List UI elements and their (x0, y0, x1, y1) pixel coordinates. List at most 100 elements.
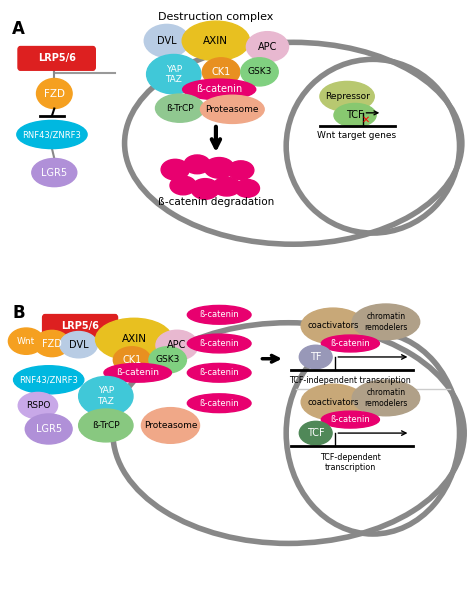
Ellipse shape (161, 160, 189, 180)
Text: TCF: TCF (307, 428, 325, 438)
Text: ß-catenin: ß-catenin (330, 339, 370, 348)
Text: TCF-dependent
transcription: TCF-dependent transcription (320, 453, 381, 472)
Text: Repressor: Repressor (325, 92, 370, 101)
Ellipse shape (202, 58, 240, 86)
Text: APC: APC (258, 42, 277, 51)
Text: ß-catenin: ß-catenin (200, 368, 239, 377)
Ellipse shape (32, 158, 77, 187)
Ellipse shape (155, 94, 204, 122)
Ellipse shape (96, 319, 173, 361)
Ellipse shape (204, 158, 234, 178)
Text: TCF-independent transcription: TCF-independent transcription (290, 376, 411, 385)
Text: YAP
TAZ: YAP TAZ (165, 64, 182, 84)
Text: ✕: ✕ (362, 115, 370, 125)
Text: LGR5: LGR5 (36, 424, 62, 434)
Ellipse shape (182, 21, 250, 60)
Text: DVL: DVL (157, 36, 176, 46)
Ellipse shape (144, 24, 189, 57)
Text: CK1: CK1 (211, 67, 231, 77)
Text: LRP5/6: LRP5/6 (61, 321, 99, 331)
Ellipse shape (228, 161, 254, 180)
Ellipse shape (321, 335, 379, 352)
Text: YAP
TAZ: YAP TAZ (97, 387, 114, 406)
Ellipse shape (213, 177, 241, 196)
Text: coactivators: coactivators (307, 322, 359, 330)
Text: FZD: FZD (42, 339, 62, 349)
Ellipse shape (201, 95, 264, 124)
Text: chromatin
remodelers: chromatin remodelers (365, 312, 408, 332)
Ellipse shape (9, 328, 44, 355)
Text: chromatin
remodelers: chromatin remodelers (365, 388, 408, 408)
Ellipse shape (79, 376, 133, 416)
Ellipse shape (187, 306, 251, 324)
Text: ß-catenin: ß-catenin (200, 399, 239, 408)
Ellipse shape (320, 82, 374, 112)
Text: Proteasome: Proteasome (144, 421, 197, 430)
Ellipse shape (299, 345, 332, 369)
Text: ß-catenin: ß-catenin (200, 310, 239, 319)
Ellipse shape (352, 304, 419, 340)
Text: FZD: FZD (44, 89, 65, 99)
Ellipse shape (79, 409, 133, 442)
Text: AXIN: AXIN (203, 36, 228, 46)
Ellipse shape (352, 380, 419, 416)
Ellipse shape (301, 384, 365, 420)
Ellipse shape (14, 366, 84, 394)
Ellipse shape (301, 308, 365, 344)
Text: GSK3: GSK3 (155, 355, 180, 365)
Ellipse shape (299, 421, 332, 445)
Ellipse shape (18, 392, 57, 418)
Text: Wnt target genes: Wnt target genes (318, 131, 396, 140)
Text: ß-catenin degradation: ß-catenin degradation (158, 197, 274, 207)
Text: ß-TrCP: ß-TrCP (166, 103, 194, 113)
Ellipse shape (17, 121, 87, 148)
Text: ß-catenin: ß-catenin (196, 85, 242, 95)
Text: RSPO: RSPO (26, 401, 50, 410)
Ellipse shape (156, 330, 198, 361)
Text: GSK3: GSK3 (247, 67, 272, 76)
Text: RNF43/ZNRF3: RNF43/ZNRF3 (23, 130, 82, 139)
Ellipse shape (235, 180, 259, 197)
Text: B: B (12, 304, 25, 322)
Ellipse shape (60, 332, 97, 358)
Ellipse shape (104, 363, 172, 382)
Ellipse shape (170, 176, 196, 195)
FancyBboxPatch shape (43, 314, 118, 337)
Ellipse shape (113, 347, 151, 373)
Ellipse shape (187, 334, 251, 353)
Ellipse shape (36, 79, 72, 109)
Ellipse shape (182, 79, 256, 100)
Ellipse shape (334, 103, 376, 127)
Ellipse shape (241, 58, 278, 86)
FancyBboxPatch shape (18, 47, 95, 70)
Ellipse shape (321, 411, 379, 428)
Text: DVL: DVL (69, 340, 89, 350)
Text: ß-TrCP: ß-TrCP (92, 421, 119, 430)
Ellipse shape (184, 155, 210, 174)
Ellipse shape (34, 330, 70, 356)
Ellipse shape (149, 347, 186, 373)
Ellipse shape (187, 394, 251, 413)
Text: LRP5/6: LRP5/6 (38, 53, 75, 63)
Text: coactivators: coactivators (307, 398, 359, 407)
Text: CK1: CK1 (122, 355, 142, 365)
Ellipse shape (187, 363, 251, 382)
Text: Proteasome: Proteasome (206, 105, 259, 114)
Text: TF: TF (310, 352, 321, 362)
Ellipse shape (25, 414, 72, 444)
Text: ß-catenin: ß-catenin (200, 339, 239, 348)
Text: ß-catenin: ß-catenin (116, 368, 159, 377)
Ellipse shape (146, 54, 201, 94)
Text: Wnt: Wnt (17, 337, 36, 346)
Text: Destruction complex: Destruction complex (158, 12, 273, 22)
Text: ß-catenin: ß-catenin (330, 415, 370, 424)
Text: LGR5: LGR5 (41, 168, 67, 177)
Ellipse shape (191, 178, 219, 199)
Text: A: A (12, 20, 25, 38)
Ellipse shape (141, 408, 200, 443)
Text: AXIN: AXIN (121, 335, 146, 345)
Ellipse shape (246, 32, 289, 61)
Text: TCF: TCF (346, 110, 364, 120)
Text: RNF43/ZNRF3: RNF43/ZNRF3 (19, 375, 78, 384)
Text: APC: APC (167, 340, 187, 350)
